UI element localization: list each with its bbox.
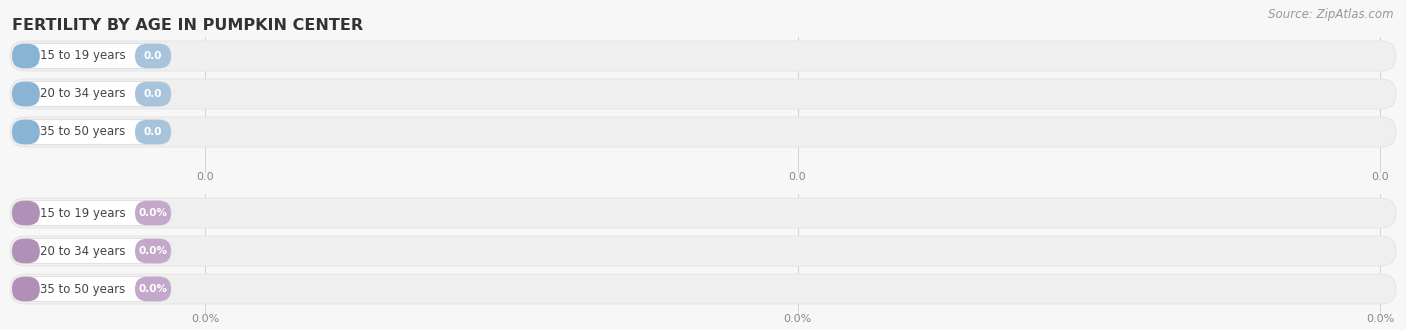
Text: 35 to 50 years: 35 to 50 years — [41, 125, 125, 139]
Text: 0.0%: 0.0% — [139, 284, 167, 294]
FancyBboxPatch shape — [13, 44, 39, 68]
FancyBboxPatch shape — [135, 239, 172, 263]
FancyBboxPatch shape — [10, 198, 1396, 228]
Text: 0.0%: 0.0% — [139, 246, 167, 256]
Text: 0.0%: 0.0% — [1365, 314, 1395, 324]
FancyBboxPatch shape — [10, 79, 1396, 109]
FancyBboxPatch shape — [13, 201, 39, 225]
FancyBboxPatch shape — [135, 120, 172, 144]
FancyBboxPatch shape — [13, 239, 39, 263]
Text: 0.0: 0.0 — [197, 172, 214, 182]
FancyBboxPatch shape — [13, 277, 172, 301]
Text: 0.0: 0.0 — [1371, 172, 1389, 182]
FancyBboxPatch shape — [10, 41, 1396, 71]
Text: 20 to 34 years: 20 to 34 years — [41, 245, 125, 257]
FancyBboxPatch shape — [135, 44, 172, 68]
FancyBboxPatch shape — [135, 277, 172, 301]
FancyBboxPatch shape — [10, 274, 1396, 304]
FancyBboxPatch shape — [10, 117, 1396, 147]
FancyBboxPatch shape — [10, 236, 1396, 266]
FancyBboxPatch shape — [13, 239, 172, 263]
Text: 20 to 34 years: 20 to 34 years — [41, 87, 125, 101]
FancyBboxPatch shape — [13, 201, 172, 225]
Text: 35 to 50 years: 35 to 50 years — [41, 282, 125, 295]
FancyBboxPatch shape — [13, 82, 39, 106]
FancyBboxPatch shape — [135, 82, 172, 106]
Text: 0.0: 0.0 — [143, 89, 162, 99]
Text: 0.0%: 0.0% — [139, 208, 167, 218]
FancyBboxPatch shape — [13, 120, 172, 144]
Text: 0.0: 0.0 — [789, 172, 806, 182]
FancyBboxPatch shape — [13, 120, 39, 144]
FancyBboxPatch shape — [135, 201, 172, 225]
Text: Source: ZipAtlas.com: Source: ZipAtlas.com — [1268, 8, 1393, 21]
Text: 0.0: 0.0 — [143, 51, 162, 61]
Text: FERTILITY BY AGE IN PUMPKIN CENTER: FERTILITY BY AGE IN PUMPKIN CENTER — [13, 18, 363, 33]
Text: 0.0%: 0.0% — [783, 314, 811, 324]
FancyBboxPatch shape — [13, 82, 172, 106]
FancyBboxPatch shape — [13, 277, 39, 301]
Text: 0.0: 0.0 — [143, 127, 162, 137]
Text: 15 to 19 years: 15 to 19 years — [41, 50, 125, 62]
Text: 15 to 19 years: 15 to 19 years — [41, 207, 125, 219]
FancyBboxPatch shape — [13, 44, 172, 68]
Text: 0.0%: 0.0% — [191, 314, 219, 324]
